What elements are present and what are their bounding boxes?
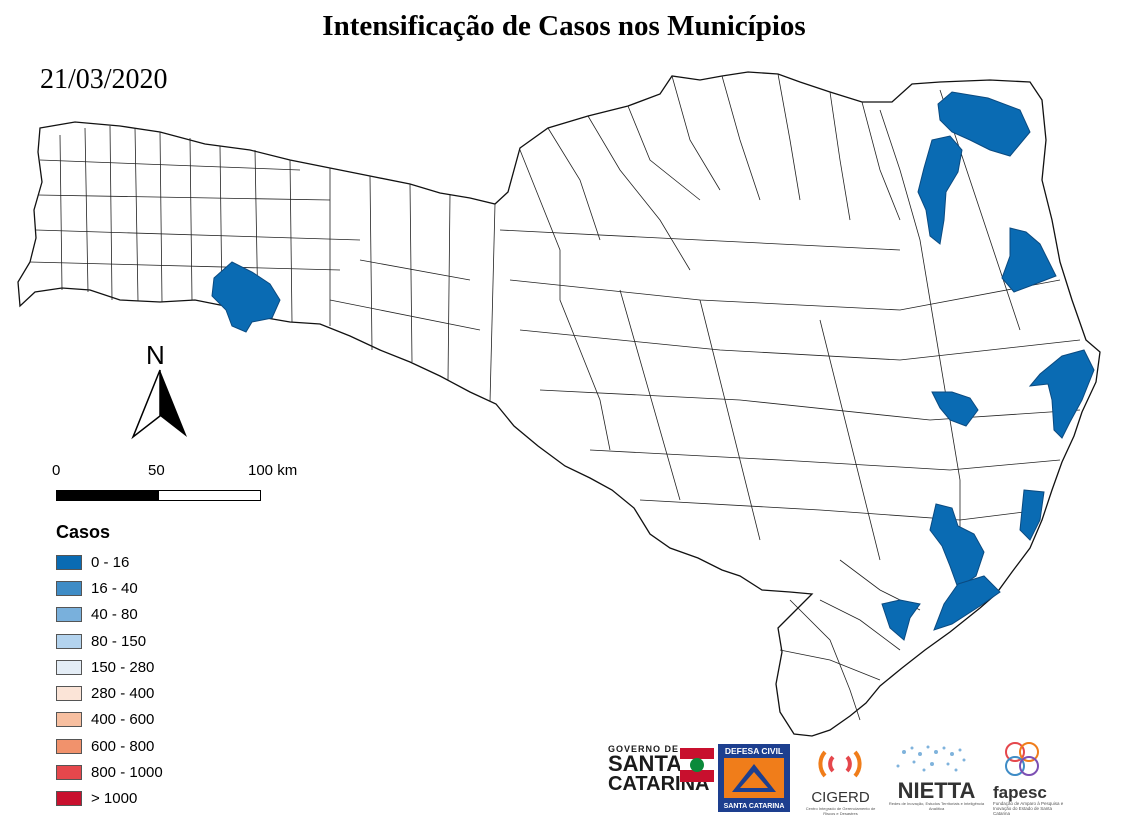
scale-label-50: 50 bbox=[148, 462, 165, 479]
legend-label: 80 - 150 bbox=[91, 632, 147, 650]
legend-swatch bbox=[56, 791, 82, 807]
legend-item: 800 - 1000 bbox=[56, 759, 163, 785]
legend-label: 40 - 80 bbox=[91, 606, 138, 624]
municipality-highlight bbox=[881, 599, 921, 641]
legend-swatch bbox=[56, 686, 82, 702]
legend-swatch bbox=[56, 554, 82, 570]
defesa-civil-icon bbox=[724, 758, 784, 798]
municipality-highlight bbox=[1019, 489, 1045, 541]
municipality-highlight bbox=[929, 503, 985, 589]
legend-item: 16 - 40 bbox=[56, 575, 163, 601]
sc-flag-icon bbox=[680, 748, 714, 782]
municipality-highlight bbox=[1028, 349, 1095, 439]
cigerd-signal-icon bbox=[818, 750, 862, 778]
legend-swatch bbox=[56, 712, 82, 728]
legend-label: 280 - 400 bbox=[91, 685, 155, 703]
legend-label: > 1000 bbox=[91, 790, 138, 808]
legend-item: 600 - 800 bbox=[56, 733, 163, 759]
legend-item: 150 - 280 bbox=[56, 654, 163, 680]
nietta-dots-icon bbox=[896, 745, 966, 772]
municipality-borders bbox=[29, 73, 1081, 721]
map-date: 21/03/2020 bbox=[40, 64, 168, 95]
legend-label: 150 - 280 bbox=[91, 658, 155, 676]
legend-label: 600 - 800 bbox=[91, 737, 155, 755]
north-arrow-icon bbox=[131, 369, 187, 440]
governo-sc-logo: GOVERNO DE SANTA CATARINA bbox=[608, 744, 714, 794]
legend-label: 400 - 600 bbox=[91, 711, 155, 729]
map-title: Intensificação de Casos nos Municípios bbox=[322, 10, 806, 42]
highlighted-municipalities bbox=[211, 91, 1095, 641]
scale-bar bbox=[56, 490, 261, 501]
legend-label: 0 - 16 bbox=[91, 553, 130, 571]
nietta-logo: NIETTA Redes de Inovação, Estudos Territ… bbox=[884, 742, 989, 811]
legend-swatch bbox=[56, 738, 82, 754]
fapesc-logo: fapesc Fundação de Amparo à Pesquisa e I… bbox=[993, 738, 1068, 816]
municipality-highlight bbox=[931, 391, 979, 427]
fapesc-brain-icon bbox=[1005, 742, 1039, 776]
municipality-highlight bbox=[211, 261, 281, 333]
north-label: N bbox=[146, 340, 165, 370]
legend-label: 16 - 40 bbox=[91, 579, 138, 597]
municipality-highlight bbox=[1001, 227, 1057, 293]
legend-swatch bbox=[56, 765, 82, 781]
legend-swatch bbox=[56, 607, 82, 623]
scale-label-100: 100 km bbox=[248, 462, 298, 479]
legend-item: 400 - 600 bbox=[56, 707, 163, 733]
scale-label-0: 0 bbox=[52, 462, 61, 479]
legend: Casos 0 - 16 16 - 40 40 - 80 80 - 150 150 - … bbox=[56, 522, 163, 812]
legend-item: 0 - 16 bbox=[56, 549, 163, 575]
legend-item: 280 - 400 bbox=[56, 680, 163, 706]
legend-swatch bbox=[56, 580, 82, 596]
legend-item: 40 - 80 bbox=[56, 602, 163, 628]
municipality-highlight bbox=[917, 135, 963, 245]
legend-swatch bbox=[56, 633, 82, 649]
municipality-highlight bbox=[933, 575, 1001, 631]
defesa-civil-logo: DEFESA CIVIL SANTA CATARINA bbox=[718, 744, 790, 812]
legend-label: 800 - 1000 bbox=[91, 764, 163, 782]
legend-title: Casos bbox=[56, 522, 111, 542]
logo-strip: GOVERNO DE SANTA CATARINA DEFESA CIVIL S… bbox=[608, 738, 1078, 823]
cigerd-logo: CIGERD Centro Integrado de Gerenciamento… bbox=[803, 744, 878, 816]
legend-item: 80 - 150 bbox=[56, 628, 163, 654]
municipality-highlight bbox=[937, 91, 1031, 157]
legend-swatch bbox=[56, 659, 82, 675]
legend-item: > 1000 bbox=[56, 786, 163, 812]
